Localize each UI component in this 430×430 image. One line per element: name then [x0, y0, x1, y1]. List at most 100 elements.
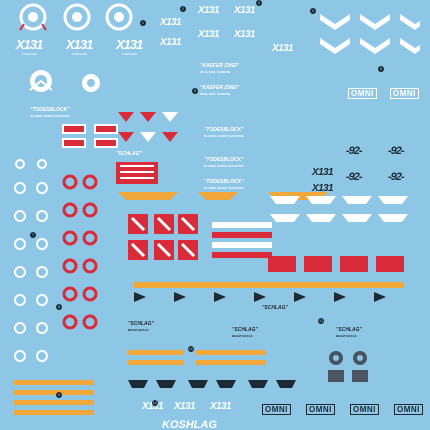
todesblock-sub: PLASMA-SHOOT BAZOOKA — [204, 186, 245, 190]
x131-label: X131 — [198, 5, 220, 16]
decal-number: 4 — [310, 8, 316, 14]
x131-label: X131 — [234, 5, 256, 16]
x131-label: X131 — [116, 37, 143, 52]
x131-label: X131 — [16, 37, 43, 52]
decal-number: 6 — [378, 66, 384, 72]
chevron-icon — [134, 292, 386, 302]
x131-label: X131 — [174, 401, 196, 412]
orange-stripe — [134, 282, 404, 288]
omni-logo: OMNI — [348, 88, 377, 99]
schlag-label: "SCHLAG" — [336, 327, 362, 333]
x131-label: X131 — [234, 29, 256, 40]
arrow-icon — [118, 192, 328, 200]
todesblock-sub: PLASMA-SHOOT BAZOOKA — [204, 134, 245, 138]
eye-emblem-icon — [105, 3, 133, 31]
stripe-icon — [120, 165, 154, 179]
todesblock-label: "TODESBLOCK" — [204, 157, 244, 163]
stripe-box — [212, 242, 272, 248]
red-tile — [340, 256, 368, 272]
number-92: -92- — [388, 145, 405, 157]
schlag-sub: BEAM SICKLE — [232, 334, 253, 338]
kaefer-label: "KAEFER ZWEI" — [200, 85, 240, 91]
stripe-icon — [178, 214, 198, 260]
todesblock-sub: PLASMA-SHOOT BAZOOKA — [204, 164, 245, 168]
orange-stripe — [14, 400, 94, 405]
ring-icon — [14, 159, 48, 362]
wing-icon — [270, 196, 408, 204]
decal-number: 10 — [188, 346, 194, 352]
x131-label: X131 — [66, 37, 93, 52]
x131-label: X131 — [272, 43, 294, 54]
number-92: -92- — [346, 145, 363, 157]
todesblock-sub: PLASMA-SHOOT BAZOOKA — [30, 114, 71, 118]
decal-number: 9 — [56, 392, 62, 398]
orange-stripe — [14, 410, 94, 415]
schlag-label: "SCHLAG" — [128, 321, 154, 327]
todesblock-label: "TODESBLOCK" — [30, 107, 70, 113]
orange-stripe — [196, 360, 266, 365]
x131-sub: FORWARD — [122, 52, 138, 56]
eye-emblem-icon — [19, 3, 47, 31]
decal-number: 12 — [152, 400, 158, 406]
decal-number: 2 — [180, 6, 186, 12]
orange-stripe — [128, 360, 184, 365]
schlag-label: "SCHLAG" — [116, 151, 142, 157]
stripe-box — [212, 252, 272, 258]
x131-label: X131 — [160, 17, 182, 28]
kaefer-label: "KAEFER ZWEI" — [200, 63, 240, 69]
stripe-box — [64, 140, 84, 146]
kaefer-sub: DUAL RAIL CANNON — [200, 92, 231, 96]
decal-number: 11 — [318, 318, 324, 324]
stripe-box — [212, 222, 272, 228]
red-tile — [304, 256, 332, 272]
decal-number: 5 — [192, 88, 198, 94]
bottom-cut-label: KOSHLAG — [162, 419, 217, 430]
schlag-sub: BEAM SICKLE — [336, 334, 357, 338]
x131-sub: FORWARD — [72, 52, 88, 56]
gear-icon — [328, 351, 368, 382]
schlag-sub: BEAM SICKLE — [128, 328, 149, 332]
omni-logo: OMNI — [394, 404, 423, 415]
omni-logo: OMNI — [350, 404, 379, 415]
orange-stripe — [14, 390, 94, 395]
stripe-box — [96, 126, 116, 132]
x131-label: X131 — [142, 401, 164, 412]
shield-icon — [118, 112, 178, 142]
x131-sub: FORWARD — [22, 52, 38, 56]
eye-emblem-icon — [63, 3, 91, 31]
wing-icon — [270, 214, 408, 222]
x131-label: X131 — [160, 37, 182, 48]
red-tile — [376, 256, 404, 272]
stripe-box — [212, 232, 272, 238]
ring-icon — [62, 174, 98, 330]
x131-label: X131 — [312, 167, 334, 178]
todesblock-label: "TODESBLOCK" — [204, 127, 244, 133]
decal-number: 8 — [56, 304, 62, 310]
stripe-box — [96, 140, 116, 146]
decal-number: 7 — [30, 232, 36, 238]
decal-number: 3 — [256, 0, 262, 6]
stripe-icon — [128, 214, 174, 260]
omni-logo: OMNI — [262, 404, 291, 415]
orange-stripe — [14, 380, 94, 385]
x131-label: X131 — [198, 29, 220, 40]
x131-label: X131 — [312, 183, 334, 194]
x131-label: X131 — [210, 401, 232, 412]
target-icon — [29, 70, 53, 92]
omni-logo: OMNI — [390, 88, 419, 99]
wing-icon — [128, 380, 296, 388]
target-icon — [82, 74, 100, 92]
red-tile — [268, 256, 296, 272]
orange-stripe — [196, 350, 266, 355]
chevron-icon — [320, 14, 420, 54]
decal-number: 1 — [140, 20, 146, 26]
stripe-box — [64, 126, 84, 132]
todesblock-label: "TODESBLOCK" — [204, 179, 244, 185]
kaefer-sub: DUAL RAIL CANNON — [200, 70, 231, 74]
number-92: -92- — [346, 171, 363, 183]
omni-logo: OMNI — [306, 404, 335, 415]
number-92: -92- — [388, 171, 405, 183]
orange-stripe — [128, 350, 184, 355]
schlag-label: "SCHLAG" — [262, 305, 288, 311]
